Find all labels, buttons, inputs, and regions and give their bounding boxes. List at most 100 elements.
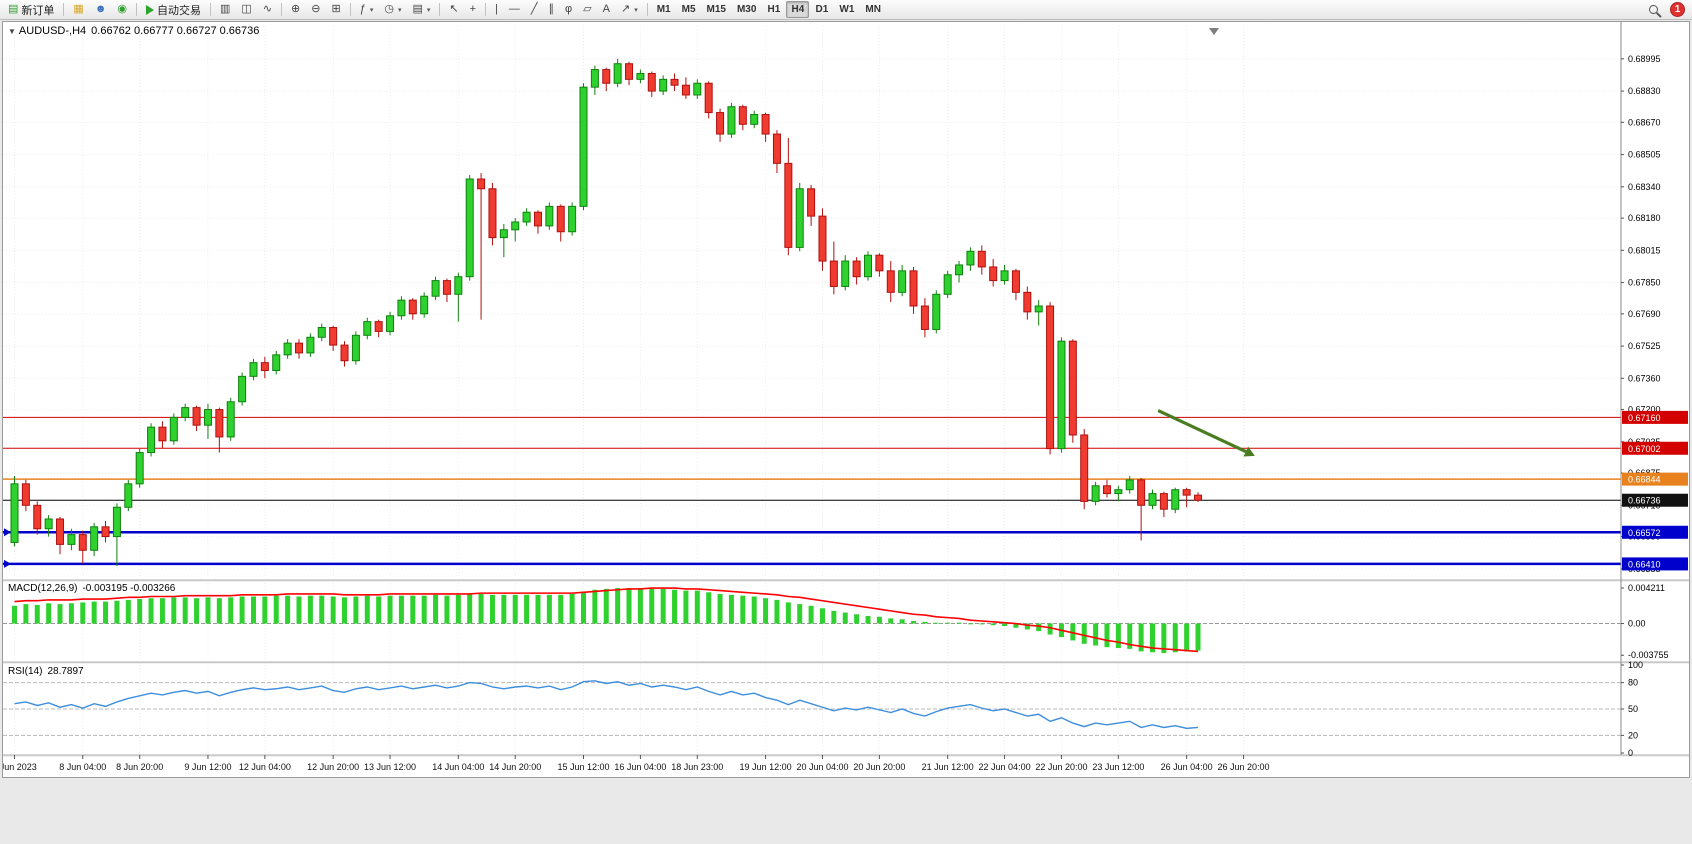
autotrading-label: 自动交易 [157,4,201,17]
search-icon [1649,5,1658,14]
new-order-icon: ▤ [8,3,19,15]
new-chart-button[interactable]: ▦ [68,1,88,18]
zoom-out-button[interactable]: ⊖ [306,1,325,18]
cursor-icon: ↖ [449,3,459,15]
indicators-button[interactable]: ƒ ▾ [355,1,379,18]
timeframe-m1-button[interactable]: M1 [652,1,676,18]
new-order-label: 新订单 [21,4,55,17]
svg-text:-0.003755: -0.003755 [1628,650,1669,660]
channel-button[interactable]: ∥ [544,1,560,18]
fibonacci-icon: φ [565,3,573,15]
market-icon: ◉ [117,3,127,15]
svg-text:0.67002: 0.67002 [1628,444,1661,454]
line-chart-button[interactable]: ∿ [258,1,277,18]
svg-text:0.66410: 0.66410 [1628,559,1661,569]
periods-button[interactable]: ◷ ▾ [379,1,406,18]
tile-windows-button[interactable]: ⊞ [326,1,345,18]
macd-values: -0.003195 -0.003266 [82,583,176,594]
toolbar-separator [281,3,283,16]
new-order-button[interactable]: ▤ 新订单 [3,1,59,18]
tile-windows-icon: ⊞ [331,3,341,15]
svg-text:0.00: 0.00 [1628,619,1646,629]
clock-icon: ◷ [384,3,394,15]
svg-text:0.67690: 0.67690 [1628,309,1661,319]
templates-button[interactable]: ▤ ▾ [407,1,435,18]
search-button[interactable] [1642,1,1665,18]
crosshair-button[interactable]: + [465,1,481,18]
svg-text:0.66844: 0.66844 [1628,475,1661,485]
zoom-in-button[interactable]: ⊕ [286,1,305,18]
svg-text:0.67360: 0.67360 [1628,373,1661,383]
timeframe-h1-button[interactable]: H1 [762,1,785,18]
svg-text:22 Jun 04:00: 22 Jun 04:00 [979,762,1031,772]
notification-badge[interactable]: 1 [1670,2,1685,17]
svg-text:8 Jun 04:00: 8 Jun 04:00 [59,762,106,772]
svg-text:80: 80 [1628,678,1638,688]
svg-text:0.68830: 0.68830 [1628,86,1661,96]
timeframe-mn-button[interactable]: MN [860,1,886,18]
bottom-panel [0,780,1692,844]
shapes-icon: ▱ [583,3,592,15]
toolbar-separator [210,3,211,16]
svg-text:20 Jun 20:00: 20 Jun 20:00 [853,762,905,772]
vertical-line-button[interactable]: | [490,1,503,18]
chevron-down-icon: ▾ [397,6,402,14]
arrows-tool-button[interactable]: ↗ ▾ [616,1,643,18]
timeframe-w1-button[interactable]: W1 [834,1,859,18]
timeframe-m15-button[interactable]: M15 [702,1,731,18]
toolbar-separator [63,3,65,16]
svg-text:0.68995: 0.68995 [1628,54,1661,64]
svg-text:16 Jun 04:00: 16 Jun 04:00 [614,762,666,772]
profile-button[interactable]: ☻ [90,1,112,18]
svg-text:14 Jun 04:00: 14 Jun 04:00 [432,762,484,772]
chevron-down-icon: ▾ [634,6,638,14]
svg-text:0.67525: 0.67525 [1628,341,1661,351]
fibonacci-button[interactable]: φ [560,1,577,18]
new-chart-icon: ▦ [73,3,84,15]
shapes-button[interactable]: ▱ [578,1,596,18]
bar-chart-button[interactable]: ▥ [215,1,235,18]
market-button[interactable]: ◉ [112,1,132,18]
svg-text:8 Jun 20:00: 8 Jun 20:00 [116,762,163,772]
chart-collapse-icon[interactable]: ▼ [8,27,16,36]
svg-text:26 Jun 20:00: 26 Jun 20:00 [1218,762,1270,772]
svg-text:23 Jun 12:00: 23 Jun 12:00 [1092,762,1144,772]
chevron-down-icon: ▾ [426,6,431,14]
text-button[interactable]: A [598,1,615,18]
text-icon: A [602,3,610,15]
macd-name: MACD(12,26,9) [8,583,78,594]
svg-text:15 Jun 12:00: 15 Jun 12:00 [557,762,609,772]
svg-text:0.68015: 0.68015 [1628,245,1661,255]
template-icon: ▤ [412,3,423,15]
channel-icon: ∥ [548,3,555,15]
svg-text:0.004211: 0.004211 [1628,583,1665,593]
rsi-value: 28.7897 [47,666,84,677]
svg-text:9 Jun 12:00: 9 Jun 12:00 [184,762,231,772]
svg-text:22 Jun 20:00: 22 Jun 20:00 [1035,762,1087,772]
cursor-button[interactable]: ↖ [444,1,463,18]
autotrading-button[interactable]: 自动交易 [141,1,206,18]
svg-text:20 Jun 04:00: 20 Jun 04:00 [796,762,848,772]
candlestick-icon: ◫ [241,3,252,15]
rsi-name: RSI(14) [8,666,43,677]
timeframe-h4-button[interactable]: H4 [786,1,810,18]
svg-text:0.68670: 0.68670 [1628,117,1661,127]
svg-text:12 Jun 04:00: 12 Jun 04:00 [239,762,291,772]
svg-text:13 Jun 12:00: 13 Jun 12:00 [364,762,416,772]
chart-window: 0.68995 0.68830 0.68670 0.68505 0.68340 0.681… [2,21,1690,778]
toolbar-separator [439,3,441,16]
candlestick-chart-button[interactable]: ◫ [236,1,256,18]
timeframe-d1-button[interactable]: D1 [810,1,833,18]
vertical-line-icon: | [495,3,498,15]
timeframe-m5-button[interactable]: M5 [677,1,701,18]
macd-indicator-label: MACD(12,26,9) -0.003195 -0.003266 [8,583,175,594]
bar-chart-icon: ▥ [220,3,231,15]
arrow-tool-icon: ↗ [620,3,631,15]
trendline-button[interactable]: ╱ [526,1,543,18]
chart-canvas[interactable]: 0.68995 0.68830 0.68670 0.68505 0.68340 0.681… [3,22,1689,777]
toolbar-separator [646,3,648,16]
zoom-out-icon: ⊖ [311,3,321,15]
horizontal-line-button[interactable]: — [504,1,525,18]
timeframe-m30-button[interactable]: M30 [732,1,761,18]
